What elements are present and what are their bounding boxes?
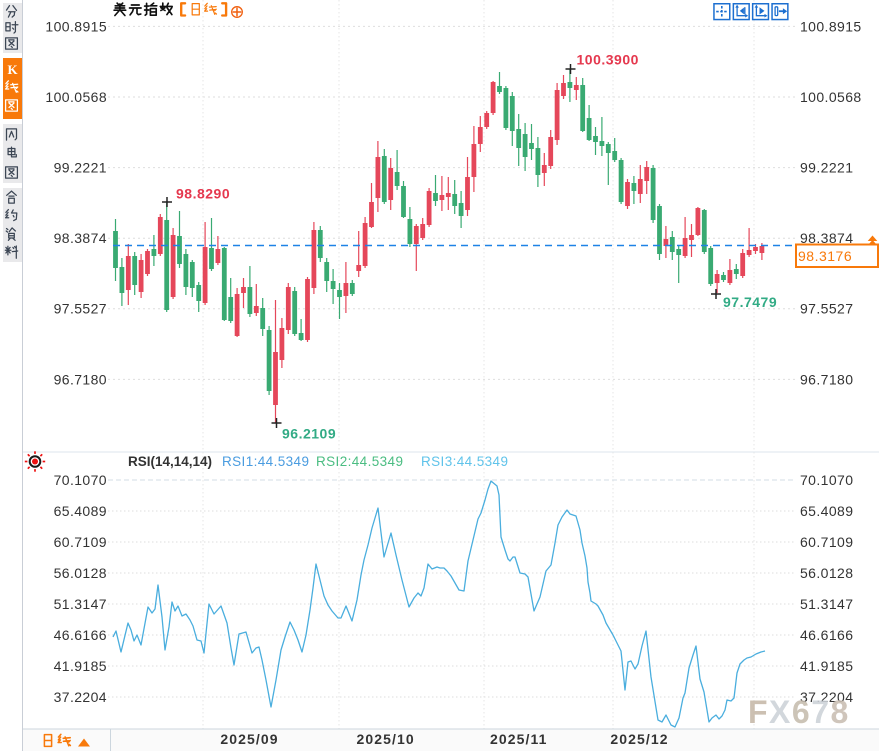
svg-text:70.1070: 70.1070 [800,472,853,488]
svg-text:2025/10: 2025/10 [356,731,414,747]
svg-text:37.2204: 37.2204 [54,689,107,705]
svg-text:97.7479: 97.7479 [723,294,777,310]
svg-text:RSI1:44.5349: RSI1:44.5349 [222,454,309,469]
svg-text:99.2221: 99.2221 [800,160,853,176]
svg-text:96.7180: 96.7180 [54,371,107,387]
svg-text:97.5527: 97.5527 [54,301,107,317]
svg-text:100.8915: 100.8915 [800,18,862,34]
svg-text:97.5527: 97.5527 [800,301,853,317]
svg-text:51.3147: 51.3147 [54,596,107,612]
svg-text:56.0128: 56.0128 [800,565,853,581]
svg-text:K: K [7,62,18,77]
svg-text:60.7109: 60.7109 [800,534,853,550]
svg-text:100.0568: 100.0568 [800,89,862,105]
svg-text:RSI(14,14,14): RSI(14,14,14) [128,454,212,469]
svg-text:70.1070: 70.1070 [54,472,107,488]
svg-text:98.3874: 98.3874 [54,230,107,246]
svg-text:2025/12: 2025/12 [610,731,668,747]
svg-text:98.3176: 98.3176 [798,248,852,264]
svg-text:RSI3:44.5349: RSI3:44.5349 [421,454,508,469]
svg-text:56.0128: 56.0128 [54,565,107,581]
svg-text:96.7180: 96.7180 [800,371,853,387]
svg-text:46.6166: 46.6166 [54,627,107,643]
svg-text:51.3147: 51.3147 [800,596,853,612]
svg-text:41.9185: 41.9185 [54,658,107,674]
svg-text:37.2204: 37.2204 [800,689,853,705]
svg-text:100.0568: 100.0568 [45,89,107,105]
svg-text:98.8290: 98.8290 [176,186,230,202]
svg-text:65.4089: 65.4089 [800,503,853,519]
svg-text:46.6166: 46.6166 [800,627,853,643]
svg-text:41.9185: 41.9185 [800,658,853,674]
svg-text:96.2109: 96.2109 [282,426,336,442]
svg-text:100.8915: 100.8915 [45,18,107,34]
svg-text:98.3874: 98.3874 [800,230,853,246]
svg-text:100.3900: 100.3900 [577,52,639,68]
svg-text:RSI2:44.5349: RSI2:44.5349 [316,454,403,469]
svg-text:2025/09: 2025/09 [220,731,278,747]
svg-text:65.4089: 65.4089 [54,503,107,519]
svg-text:2025/11: 2025/11 [490,731,548,747]
svg-text:60.7109: 60.7109 [54,534,107,550]
svg-text:99.2221: 99.2221 [54,160,107,176]
svg-text:FX678: FX678 [748,694,850,730]
